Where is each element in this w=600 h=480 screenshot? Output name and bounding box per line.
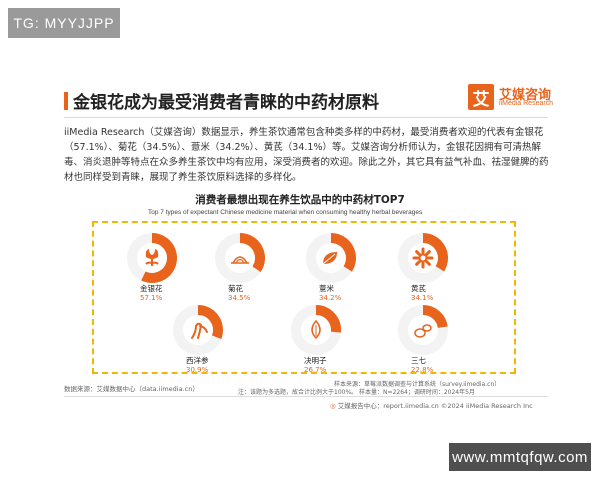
watermark-top: TG: MYYJJPP — [8, 8, 120, 38]
footer-copyright: ©2024 iiMedia Research Inc — [440, 402, 533, 410]
ring-value: 22.8% — [411, 366, 434, 374]
ring-value: 26.7% — [304, 366, 327, 374]
coix-seed-icon — [322, 252, 337, 265]
footer-label: 艾媒报告中心：report.iimedia.cn — [337, 402, 439, 410]
ring-value: 34.1% — [411, 294, 434, 302]
chrysanthemum-icon — [231, 256, 249, 264]
honeysuckle-flower-icon — [145, 249, 159, 266]
title-accent-bar — [64, 92, 68, 110]
ring-label: 三七 — [411, 356, 426, 365]
ring-value: 30.9% — [186, 366, 209, 374]
ring-value: 57.1% — [140, 294, 163, 302]
ring-label: 黄芪 — [411, 283, 426, 293]
ring-arc — [315, 305, 341, 333]
ring-label: 薏米 — [319, 283, 334, 293]
ring-label: 决明子 — [304, 355, 327, 365]
sample-source: 样本来源：草莓派数据调查与计算系统（survey.iimedia.cn） — [334, 381, 501, 388]
watermark-bottom: www.mmtqfqw.com — [449, 443, 591, 471]
ring-arc — [239, 233, 265, 273]
report-center-icon: ◎ — [330, 402, 336, 410]
ring-label: 菊花 — [228, 283, 243, 293]
ring-arc — [422, 305, 448, 329]
logo-name-en: iiMedia Research — [499, 100, 554, 107]
ring-arc — [141, 233, 177, 283]
cassia-seed-icon — [311, 319, 321, 340]
logo-name-cn: 艾媒咨询 — [499, 88, 552, 103]
footer-divider — [64, 396, 548, 397]
footer: ◎ 艾媒报告中心：report.iimedia.cn ©2024 iiMedia… — [330, 400, 533, 410]
title-divider — [64, 117, 548, 118]
ring-arc — [330, 233, 356, 272]
ring-label: 金银花 — [140, 283, 163, 293]
ring-arc — [197, 305, 223, 340]
sample-note: 注：该题为多选题，故合计比例大于100%。 样本量：N=2264；调研时间：20… — [238, 389, 475, 396]
ginseng-root-icon — [191, 322, 208, 339]
page-title: 金银花成为最受消费者青睐的中药材原料 — [73, 93, 379, 113]
chart-title: 消费者最想出现在养生饮品中的中药材TOP7 — [195, 194, 405, 206]
chart-subtitle: Top 7 types of expectant Chinese medicin… — [148, 209, 423, 216]
chart-frame — [92, 221, 516, 374]
summary-paragraph: iiMedia Research（艾媒咨询）数据显示，养生茶饮通常包含种类多样的… — [64, 127, 549, 183]
ring-value: 34.2% — [319, 294, 342, 302]
astragalus-icon — [412, 247, 434, 269]
data-source: 数据来源：艾媒数据中心（data.iimedia.cn） — [64, 385, 199, 393]
ring-value: 34.5% — [228, 294, 251, 302]
ring-arc — [422, 233, 448, 272]
ring-label: 西洋参 — [186, 355, 209, 365]
iimedia-logo-mark: 艾 — [468, 84, 494, 110]
notoginseng-icon — [414, 324, 432, 338]
